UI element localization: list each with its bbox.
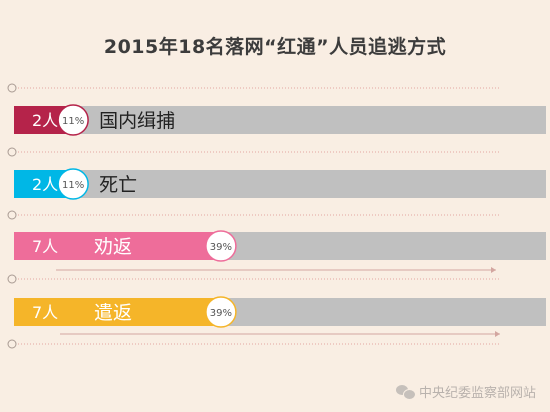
count-label: 7人 (32, 237, 58, 256)
bar-track (14, 170, 546, 198)
chart-title: 2015年18名落网“红通”人员追逃方式 (103, 36, 447, 58)
separator-dot (7, 147, 17, 157)
category-label: 国内缉捕 (99, 110, 175, 132)
percent-badge (57, 104, 89, 136)
bar-2 (14, 232, 221, 260)
decor-arrow (495, 331, 500, 337)
separator-dot (7, 339, 17, 349)
separator-dot (7, 83, 17, 93)
category-label: 劝返 (94, 236, 132, 258)
wechat-icon (395, 384, 416, 400)
count-label: 7人 (32, 303, 58, 322)
percent-label: 11% (62, 116, 84, 127)
category-label: 遣返 (94, 302, 132, 324)
percent-badge (205, 296, 237, 328)
category-label: 死亡 (99, 174, 137, 196)
percent-badge (205, 230, 237, 262)
separator-dot (7, 210, 17, 220)
percent-label: 39% (210, 308, 232, 319)
watermark: 中央纪委监察部网站 (395, 382, 536, 401)
bar-track (14, 106, 546, 134)
count-label: 2人 (32, 175, 58, 194)
decor-arrow (491, 267, 496, 273)
count-label: 2人 (32, 111, 58, 130)
percent-label: 11% (62, 180, 84, 191)
percent-label: 39% (210, 242, 232, 253)
watermark-text: 中央纪委监察部网站 (418, 386, 536, 401)
bar-3 (14, 298, 221, 326)
separator-dot (7, 274, 17, 284)
percent-badge (57, 168, 89, 200)
